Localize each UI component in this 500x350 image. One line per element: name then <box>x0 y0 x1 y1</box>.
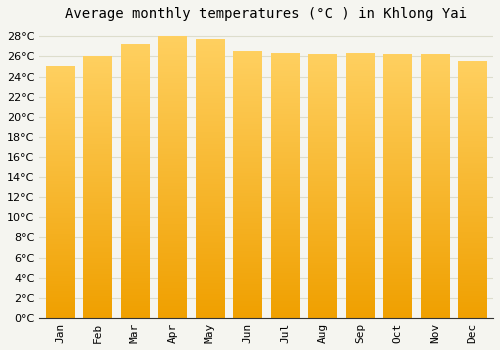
Title: Average monthly temperatures (°C ) in Khlong Yai: Average monthly temperatures (°C ) in Kh… <box>65 7 467 21</box>
